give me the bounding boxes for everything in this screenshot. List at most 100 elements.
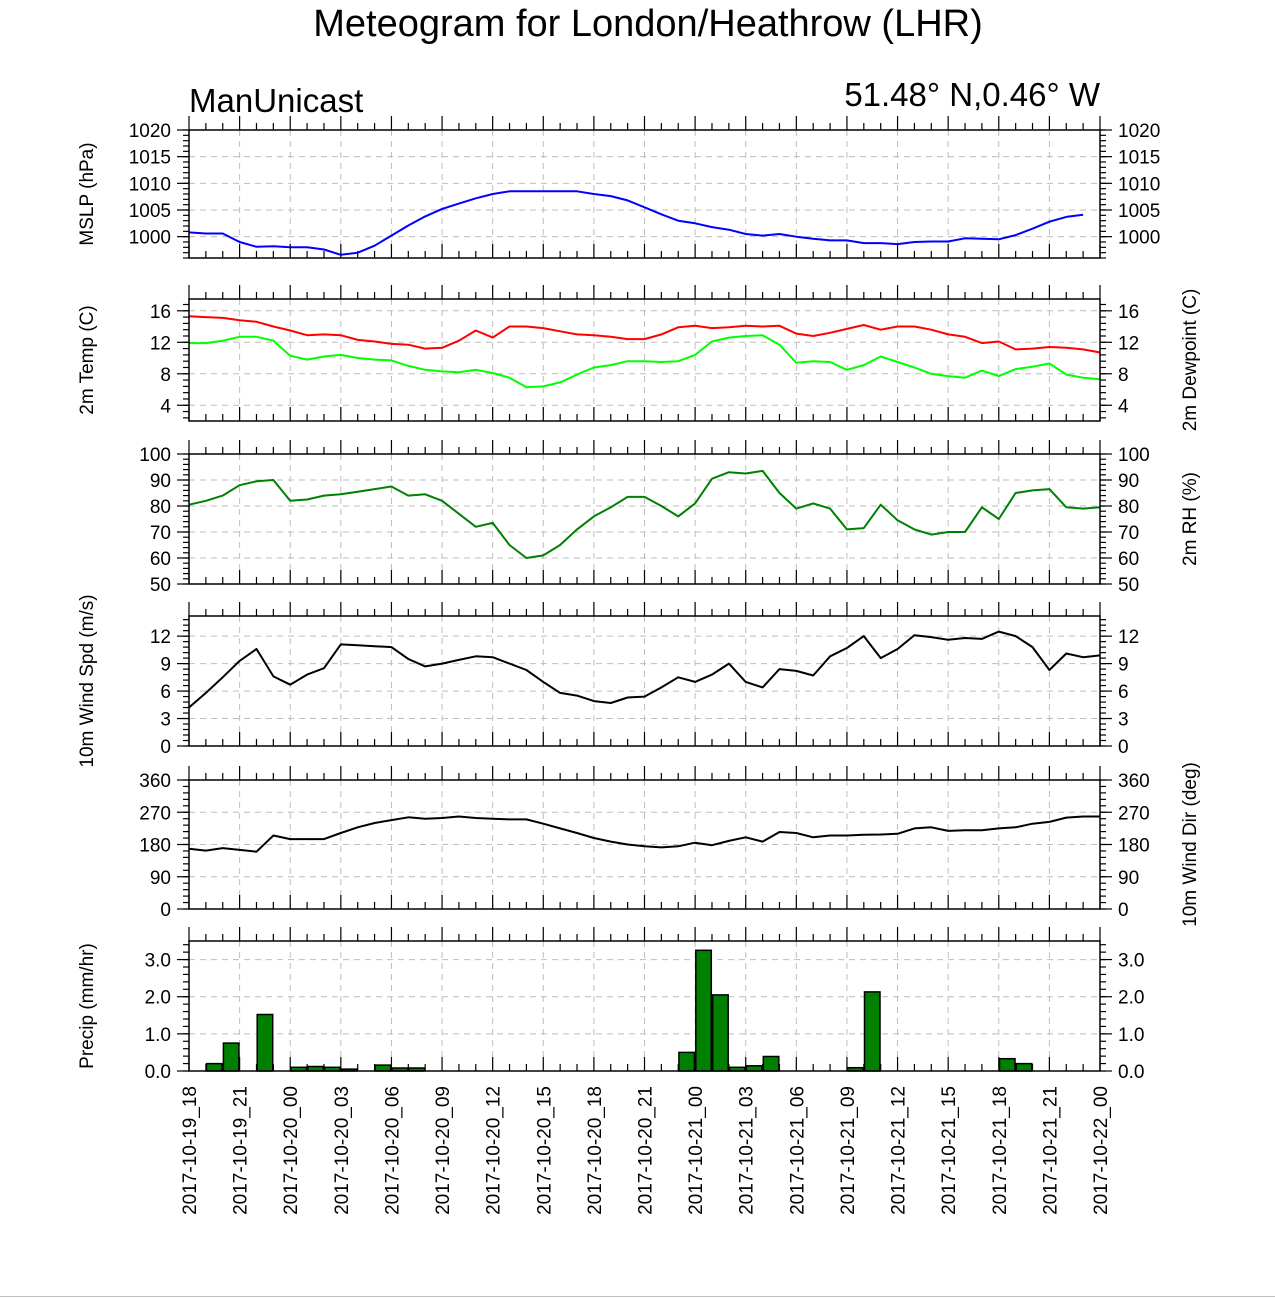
y-tick-label-left: 3 <box>160 710 171 731</box>
y-tick-label-left: 90 <box>150 868 171 889</box>
temp-series-line-1 <box>189 334 1101 389</box>
y-tick-label-right: 0.0 <box>1118 1062 1144 1083</box>
x-tick-label: 2017-10-20_21 <box>636 1086 657 1215</box>
y-tick-label-left: 1020 <box>129 121 171 142</box>
y-tick-label-left: 6 <box>160 682 171 703</box>
precip-bar <box>762 1055 780 1072</box>
y-tick-label-right: 70 <box>1118 523 1139 544</box>
y-axis-title-right: 2m Dewpoint (C) <box>1180 289 1201 432</box>
precip-bar <box>745 1065 763 1072</box>
rh-series-line-0 <box>188 469 1101 559</box>
y-tick-label-left: 2.0 <box>145 988 171 1009</box>
y-tick-label-left: 4 <box>160 396 171 417</box>
x-tick-label: 2017-10-21_09 <box>838 1086 859 1215</box>
x-tick-label: 2017-10-19_18 <box>180 1086 201 1215</box>
x-tick-label: 2017-10-20_00 <box>281 1086 302 1215</box>
location-coordinates: 51.48° N,0.46° W <box>844 76 1101 113</box>
y-tick-label-right: 360 <box>1118 771 1150 792</box>
y-tick-label-left: 16 <box>150 302 171 323</box>
y-tick-label-right: 270 <box>1118 803 1150 824</box>
precip-bar <box>222 1042 240 1072</box>
y-axis-title-right: 10m Wind Dir (deg) <box>1180 762 1201 927</box>
y-tick-label-left: 0 <box>160 900 171 921</box>
y-tick-label-left: 12 <box>150 333 171 354</box>
x-tick-label: 2017-10-21_12 <box>889 1086 910 1215</box>
x-tick-label: 2017-10-20_06 <box>382 1086 403 1215</box>
y-axis-title-left: 10m Wind Spd (m/s) <box>77 594 98 767</box>
y-tick-label-right: 80 <box>1118 497 1139 518</box>
y-axis-title-left: 2m Temp (C) <box>77 305 98 414</box>
y-tick-label-right: 1010 <box>1118 174 1160 195</box>
y-tick-label-right: 60 <box>1118 549 1139 570</box>
y-tick-label-right: 16 <box>1118 302 1139 323</box>
y-tick-label-left: 90 <box>150 471 171 492</box>
y-tick-label-left: 80 <box>150 497 171 518</box>
chart-title: Meteogram for London/Heathrow (LHR) <box>313 3 983 45</box>
precip-bar <box>678 1051 696 1072</box>
y-tick-label-left: 180 <box>139 836 171 857</box>
precip-bar <box>374 1064 392 1072</box>
wdir-series-line-0 <box>188 815 1100 853</box>
model-name: ManUnicast <box>189 82 363 119</box>
precip-bar <box>998 1057 1016 1072</box>
y-tick-label-right: 0 <box>1118 900 1129 921</box>
x-tick-label: 2017-10-20_18 <box>585 1086 606 1215</box>
y-tick-label-right: 90 <box>1118 471 1139 492</box>
y-tick-label-left: 1010 <box>129 174 171 195</box>
y-tick-label-right: 1015 <box>1118 148 1160 169</box>
x-tick-label: 2017-10-20_12 <box>484 1086 505 1215</box>
y-tick-label-right: 1020 <box>1118 121 1160 142</box>
y-tick-label-right: 1.0 <box>1118 1025 1144 1046</box>
precip-bar <box>1015 1062 1033 1072</box>
x-tick-label: 2017-10-21_18 <box>990 1086 1011 1215</box>
y-tick-label-right: 1000 <box>1118 228 1160 249</box>
panel-temp: 4 4 8 8 12 12 16 16 2m Temp (C) 2m Dewpoint (C) <box>77 285 1201 431</box>
y-axis-title-left: Precip (mm/hr) <box>77 943 98 1069</box>
y-tick-label-right: 180 <box>1118 836 1150 857</box>
y-tick-label-right: 9 <box>1118 655 1129 676</box>
y-tick-label-right: 3.0 <box>1118 951 1144 972</box>
y-tick-label-right: 6 <box>1118 682 1129 703</box>
precip-bar <box>863 991 881 1072</box>
x-tick-label: 2017-10-20_15 <box>534 1086 555 1215</box>
y-tick-label-left: 1.0 <box>145 1025 171 1046</box>
x-tick-label: 2017-10-21_15 <box>939 1086 960 1215</box>
y-tick-label-left: 100 <box>139 445 171 466</box>
precip-bar <box>695 949 713 1072</box>
y-tick-label-left: 60 <box>150 549 171 570</box>
y-tick-label-left: 70 <box>150 523 171 544</box>
y-tick-label-right: 8 <box>1118 365 1129 386</box>
y-tick-label-right: 1005 <box>1118 201 1160 222</box>
y-tick-label-left: 1000 <box>129 228 171 249</box>
temp-series-line-0 <box>188 315 1101 354</box>
y-tick-label-right: 2.0 <box>1118 988 1144 1009</box>
y-tick-label-right: 3 <box>1118 710 1129 731</box>
x-tick-label: 2017-10-21_03 <box>737 1086 758 1215</box>
y-axis-title-left: MSLP (hPa) <box>77 142 98 245</box>
y-tick-label-left: 3.0 <box>145 951 171 972</box>
y-tick-label-left: 50 <box>150 575 171 596</box>
y-tick-label-left: 1015 <box>129 148 171 169</box>
y-tick-label-left: 360 <box>139 771 171 792</box>
y-tick-label-right: 12 <box>1118 627 1139 648</box>
x-tick-label: 2017-10-19_21 <box>231 1086 252 1215</box>
x-tick-label: 2017-10-22_00 <box>1091 1086 1112 1215</box>
panel-rh: 50 50 60 60 70 70 80 80 90 90 100 100 2m RH (%) <box>139 440 1201 596</box>
mslp-series-line-0 <box>188 190 1084 256</box>
y-tick-label-right: 12 <box>1118 333 1139 354</box>
x-tick-label: 2017-10-21_06 <box>787 1086 808 1215</box>
panel-wspd: 0 0 3 3 6 6 9 9 12 12 10m Wind Spd (m/s) <box>77 594 1139 767</box>
x-tick-label: 2017-10-20_03 <box>332 1086 353 1215</box>
y-tick-label-right: 90 <box>1118 868 1139 889</box>
y-axis-title-right: 2m RH (%) <box>1180 472 1201 566</box>
panel-mslp: 1000 1000 1005 1005 1010 1010 1015 1015 1020 1020… <box>77 116 1160 259</box>
y-tick-label-left: 0 <box>160 737 171 758</box>
y-tick-label-left: 1005 <box>129 201 171 222</box>
y-tick-label-right: 50 <box>1118 575 1139 596</box>
x-axis-labels: 2017-10-19_18 2017-10-19_21 2017-10-20_00 2… <box>180 1086 1112 1215</box>
wspd-series-line-0 <box>188 630 1101 709</box>
precip-bar <box>205 1062 223 1072</box>
x-tick-label: 2017-10-21_00 <box>686 1086 707 1215</box>
panel-precip: 0.0 0.0 1.0 1.0 2.0 2.0 3.0 3.0 Precip (mm/hr) <box>77 927 1144 1083</box>
